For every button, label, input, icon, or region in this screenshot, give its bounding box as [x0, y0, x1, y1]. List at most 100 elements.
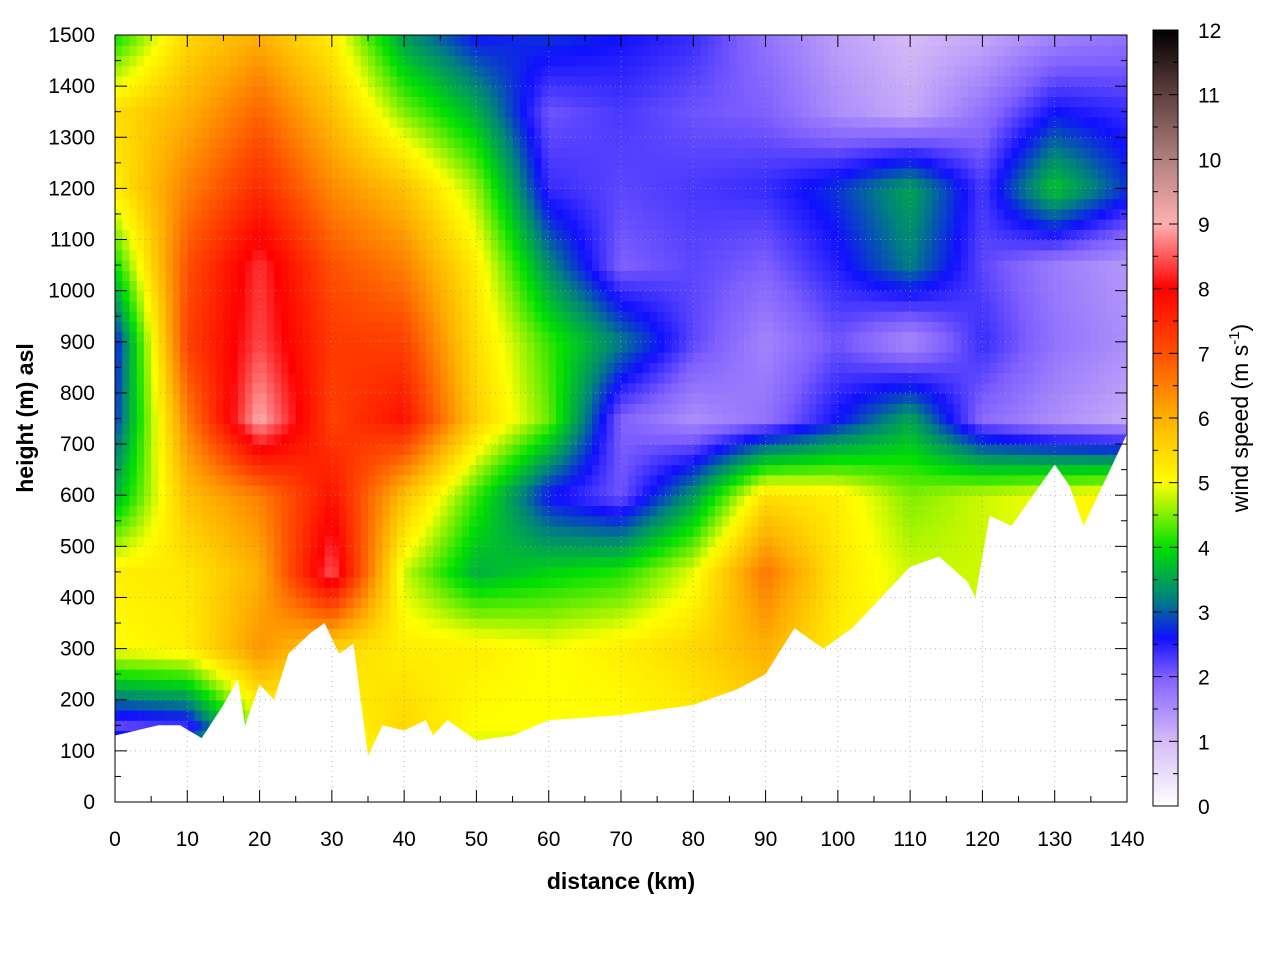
heatmap-cell: [440, 433, 449, 445]
heatmap-cell: [223, 495, 232, 507]
heatmap-cell: [874, 515, 882, 527]
heatmap-cell: [606, 556, 615, 568]
heatmap-cell: [281, 464, 290, 476]
heatmap-cell: [931, 546, 940, 558]
heatmap-cell: [129, 709, 138, 721]
heatmap-cell: [592, 577, 600, 588]
heatmap-cell: [563, 515, 571, 527]
heatmap-cell: [527, 720, 535, 732]
heatmap-cell: [700, 577, 709, 588]
heatmap-cell: [758, 669, 767, 680]
heatmap-cell: [664, 474, 673, 486]
heatmap-cell: [664, 699, 673, 711]
heatmap-cell: [751, 577, 759, 588]
heatmap-cell: [375, 709, 384, 721]
heatmap-cell: [577, 648, 586, 660]
heatmap-cell: [606, 515, 615, 527]
heatmap-cell: [230, 628, 239, 639]
heatmap-cell: [649, 669, 658, 680]
heatmap-cell: [461, 689, 470, 701]
heatmap-cell: [346, 444, 355, 455]
heatmap-cell: [425, 720, 434, 732]
heatmap-cell: [729, 495, 738, 507]
heatmap-cell: [881, 577, 890, 588]
heatmap-cell: [967, 525, 976, 537]
heatmap-cell: [519, 474, 528, 486]
heatmap-cell: [505, 720, 514, 732]
heatmap-cell: [425, 474, 434, 486]
heatmap-cell: [266, 515, 275, 527]
heatmap-cell: [837, 495, 846, 507]
heatmap-cell: [187, 658, 196, 670]
heatmap-cell: [172, 536, 181, 547]
heatmap-cell: [245, 587, 253, 599]
heatmap-cell: [837, 628, 846, 639]
heatmap-cell: [498, 699, 506, 711]
heatmap-cell: [671, 536, 680, 547]
heatmap-cell: [881, 566, 890, 578]
heatmap-cell: [686, 617, 694, 629]
heatmap-cell: [151, 556, 159, 568]
heatmap-cell: [440, 699, 449, 711]
heatmap-cell: [317, 454, 326, 466]
heatmap-cell: [866, 536, 875, 547]
heatmap-cell: [447, 628, 456, 639]
heatmap-cell: [165, 566, 174, 578]
heatmap-cell: [136, 536, 145, 547]
heatmap-cell: [143, 617, 152, 629]
heatmap-cell: [411, 669, 420, 680]
heatmap-cell: [859, 495, 868, 507]
heatmap-cell: [1076, 454, 1085, 466]
heatmap-cell: [302, 444, 311, 455]
heatmap-cell: [621, 433, 629, 445]
heatmap-cell: [1004, 474, 1012, 486]
heatmap-cell: [368, 740, 376, 752]
heatmap-cell: [404, 617, 412, 629]
heatmap-cell: [505, 669, 514, 680]
heatmap-cell: [700, 525, 709, 537]
heatmap-cell: [570, 515, 579, 527]
heatmap-cell: [180, 587, 188, 599]
heatmap-cell: [621, 638, 629, 650]
heatmap-cell: [837, 607, 846, 619]
heatmap-cell: [237, 515, 246, 527]
heatmap-cell: [469, 515, 478, 527]
heatmap-cell: [187, 617, 196, 629]
heatmap-cell: [519, 699, 528, 711]
heatmap-cell: [230, 617, 239, 629]
heatmap-cell: [845, 566, 853, 578]
heatmap-cell: [266, 464, 275, 476]
heatmap-cell: [512, 689, 521, 701]
heatmap-cell: [635, 495, 644, 507]
heatmap-cell: [129, 474, 138, 486]
heatmap-cell: [758, 546, 767, 558]
heatmap-cell: [888, 525, 897, 537]
heatmap-cell: [642, 597, 651, 609]
heatmap-cell: [845, 495, 853, 507]
heatmap-cell: [317, 444, 326, 455]
heatmap-cell: [324, 433, 333, 445]
heatmap-cell: [736, 464, 745, 476]
heatmap-cell: [115, 679, 123, 691]
heatmap-cell: [599, 709, 608, 721]
heatmap-cell: [693, 515, 702, 527]
heatmap-cell: [657, 699, 665, 711]
heatmap-cell: [505, 546, 514, 558]
heatmap-cell: [339, 433, 347, 445]
heatmap-cell: [751, 515, 759, 527]
heatmap-cell: [512, 484, 521, 496]
heatmap-cell: [729, 617, 738, 629]
heatmap-cell: [143, 444, 152, 455]
heatmap-cell: [772, 648, 781, 660]
heatmap-cell: [490, 597, 499, 609]
heatmap-cell: [541, 484, 550, 496]
heatmap-cell: [678, 454, 687, 466]
heatmap-cell: [115, 628, 123, 639]
heatmap-cell: [411, 689, 420, 701]
heatmap-cell: [852, 556, 861, 568]
heatmap-cell: [368, 515, 376, 527]
heatmap-cell: [823, 484, 832, 496]
heatmap-cell: [237, 648, 246, 660]
heatmap-cell: [845, 617, 853, 629]
heatmap-cell: [317, 474, 326, 486]
